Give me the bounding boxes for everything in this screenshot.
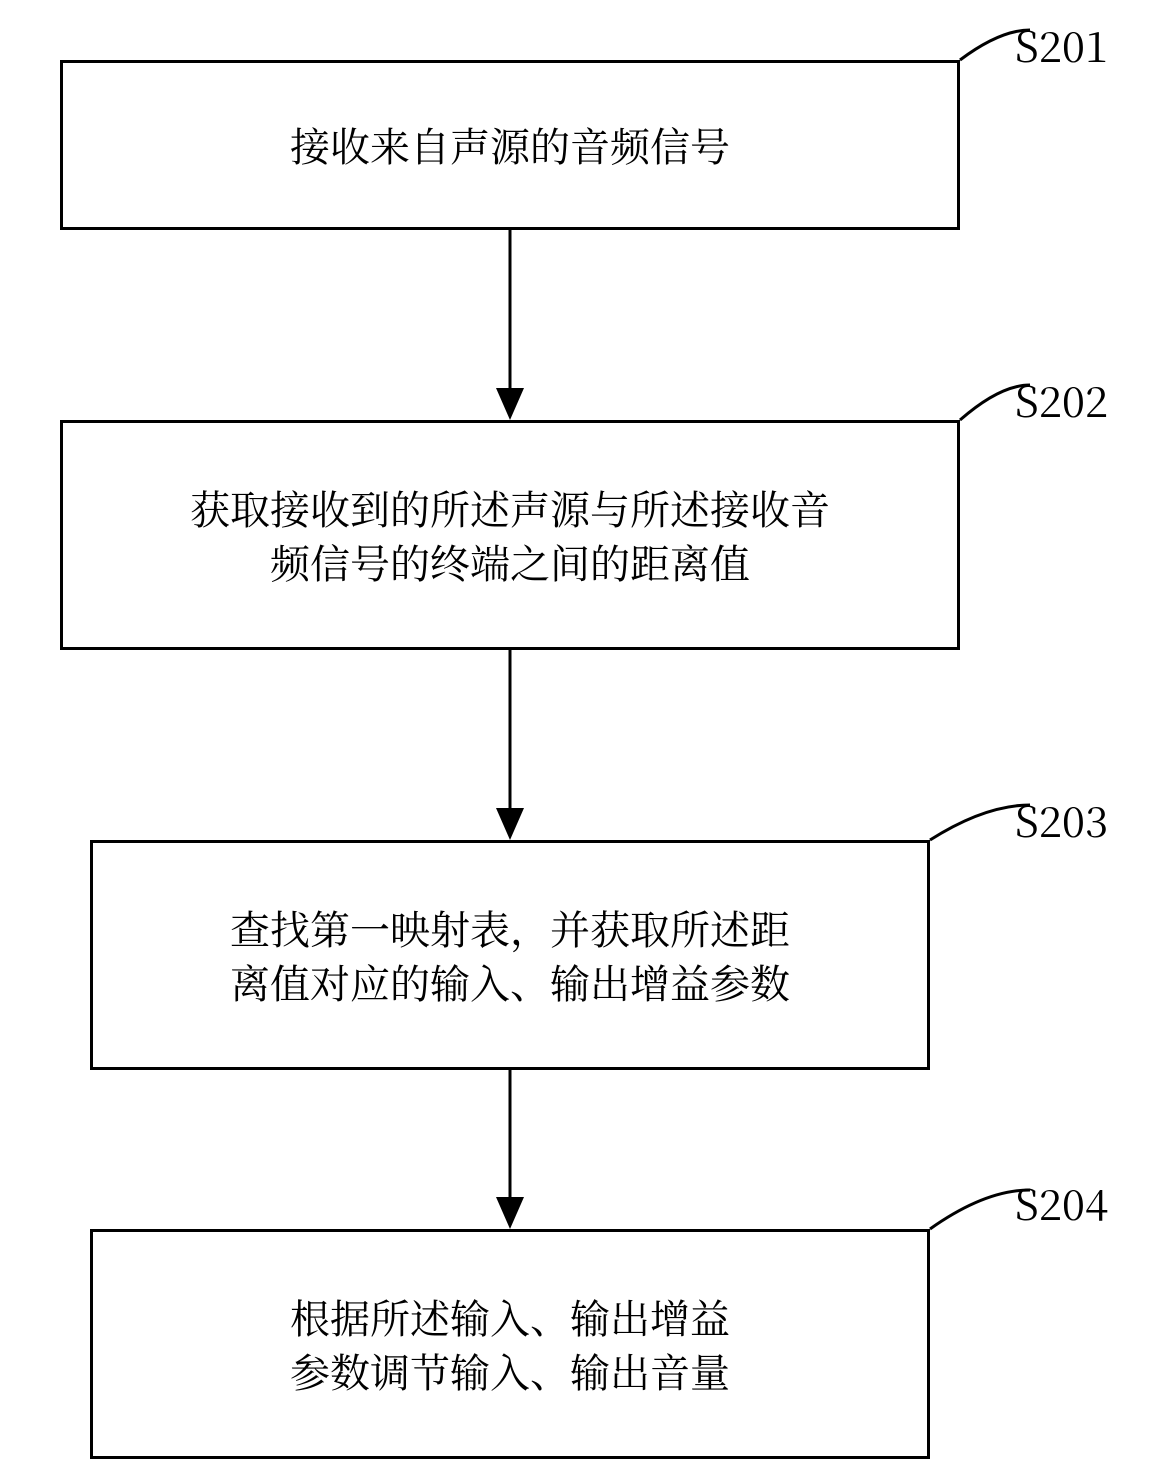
flow-node-s202: 获取接收到的所述声源与所述接收音 频信号的终端之间的距离值 xyxy=(60,420,960,650)
flow-node-s203: 查找第一映射表，并获取所述距 离值对应的输入、输出增益参数 xyxy=(90,840,930,1070)
flow-node-s204-text: 根据所述输入、输出增益 参数调节输入、输出音量 xyxy=(290,1290,730,1398)
flow-label-s203: S203 xyxy=(1015,790,1108,850)
flow-node-s201-text: 接收来自声源的音频信号 xyxy=(290,118,730,172)
flow-label-s201: S201 xyxy=(1015,15,1108,75)
flow-node-s203-text: 查找第一映射表，并获取所述距 离值对应的输入、输出增益参数 xyxy=(230,901,790,1009)
flow-node-s202-text: 获取接收到的所述声源与所述接收音 频信号的终端之间的距离值 xyxy=(190,481,830,589)
flow-node-s201: 接收来自声源的音频信号 xyxy=(60,60,960,230)
flow-label-s204: S204 xyxy=(1015,1173,1108,1233)
flowchart-canvas: 接收来自声源的音频信号 S201 获取接收到的所述声源与所述接收音 频信号的终端… xyxy=(0,0,1165,1473)
edge-s202-s203 xyxy=(496,650,524,840)
edge-s203-s204 xyxy=(496,1070,524,1229)
flow-label-s202: S202 xyxy=(1015,370,1108,430)
flow-node-s204: 根据所述输入、输出增益 参数调节输入、输出音量 xyxy=(90,1229,930,1459)
edge-s201-s202 xyxy=(496,230,524,420)
